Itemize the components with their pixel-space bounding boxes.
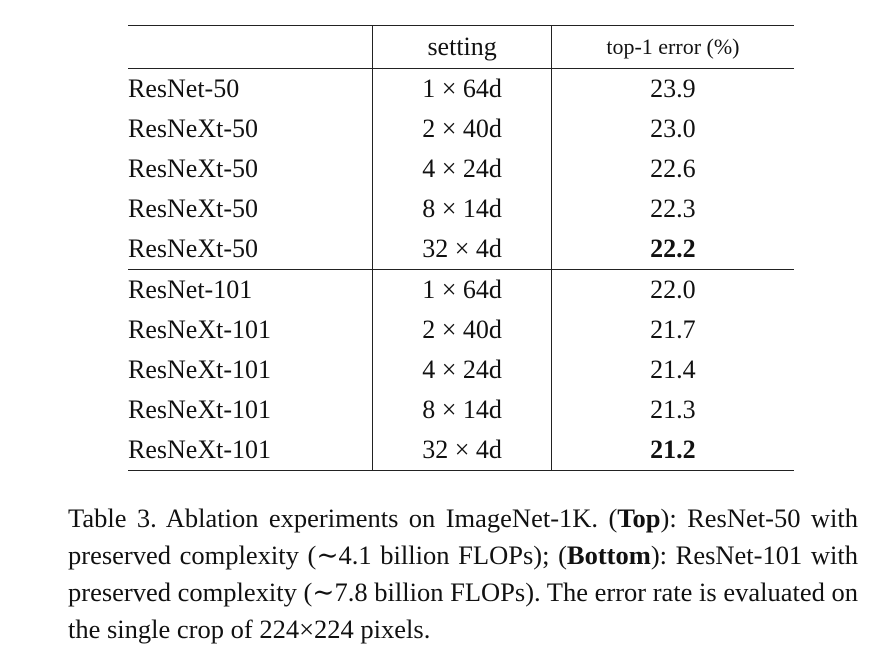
cell-model: ResNet-50 [128,74,240,103]
table-row: ResNet-50 1 × 64d 23.9 [128,68,794,109]
caption-top-label: Top [617,503,661,533]
caption-bottom-label: Bottom [566,540,651,570]
caption-text-2: ): ResNet-50 with preserved complexity (… [68,503,858,570]
cell-top1-error: 21.2 [551,430,794,471]
table-header-row: setting top-1 error (%) [128,25,794,69]
caption-text-1: Table 3. Ablation experiments on ImageNe… [68,503,618,533]
cell-top1-error: 22.2 [551,229,794,270]
cell-setting: 8 × 14d [372,390,552,430]
cell-top1-error: 22.6 [650,154,696,183]
table-row: ResNeXt-101 32 × 4d 21.2 [128,430,794,471]
ablation-table: setting top-1 error (%) ResNet-50 1 × 64d… [128,25,794,471]
table-body: ResNet-50 1 × 64d 23.9 ResNeXt-50 2 × 40d 23.… [128,68,794,471]
header-setting: setting [372,25,552,69]
cell-setting: 2 × 40d [372,310,552,350]
table-row: ResNeXt-101 4 × 24d 21.4 [128,350,794,390]
table-row: ResNeXt-50 32 × 4d 22.2 [128,229,794,270]
cell-top1-error: 23.9 [650,74,696,103]
cell-top1-error: 22.3 [650,194,696,223]
cell-setting: 4 × 24d [372,350,552,390]
header-model [128,25,373,69]
cell-model: ResNeXt-50 [128,114,258,143]
cell-model: ResNet-101 [128,275,253,304]
cell-model: ResNeXt-101 [128,355,271,384]
header-top1-error: top-1 error (%) [551,25,794,69]
table-row: ResNeXt-101 2 × 40d 21.7 [128,310,794,350]
cell-top1-error: 22.0 [650,275,696,304]
cell-setting: 32 × 4d [372,229,552,270]
table-row: ResNet-101 1 × 64d 22.0 [128,269,794,310]
cell-model: ResNeXt-50 [128,154,258,183]
cell-top1-error: 21.3 [650,395,696,424]
cell-setting: 1 × 64d [372,68,552,109]
cell-model: ResNeXt-101 [128,395,271,424]
cell-top1-error: 23.0 [650,114,696,143]
cell-top1-error: 21.4 [650,355,696,384]
cell-model: ResNeXt-50 [128,194,258,223]
cell-setting: 1 × 64d [372,269,552,310]
cell-setting: 32 × 4d [372,430,552,471]
cell-setting: 2 × 40d [372,109,552,149]
results-table-container: setting top-1 error (%) ResNet-50 1 × 64d… [128,25,794,471]
table-row: ResNeXt-50 8 × 14d 22.3 [128,189,794,229]
table-row: ResNeXt-101 8 × 14d 21.3 [128,390,794,430]
cell-model: ResNeXt-101 [128,430,373,471]
table-row: ResNeXt-50 2 × 40d 23.0 [128,109,794,149]
cell-setting: 8 × 14d [372,189,552,229]
caption-text-3: ): ResNet-101 with preserved complexity … [68,540,859,644]
table-row: ResNeXt-50 4 × 24d 22.6 [128,149,794,189]
cell-model: ResNeXt-50 [128,229,373,270]
table-caption: Table 3. Ablation experiments on ImageNe… [68,500,858,648]
cell-top1-error: 21.7 [650,315,696,344]
cell-model: ResNeXt-101 [128,315,271,344]
cell-setting: 4 × 24d [372,149,552,189]
